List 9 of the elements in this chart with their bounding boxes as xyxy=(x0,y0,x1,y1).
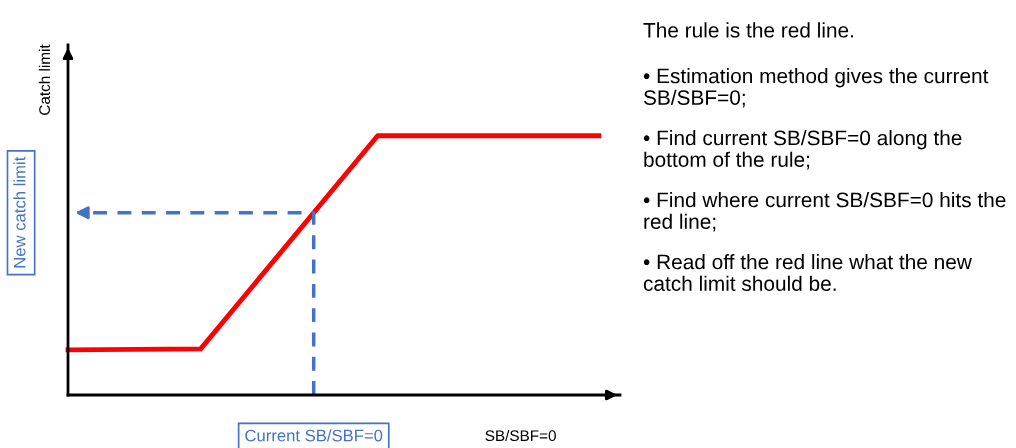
text: • Estimation method gives the current SB/SBF=0; xyxy=(643,68,989,108)
text: • Find current SB/SBF=0 along the bottom of the rule; xyxy=(643,130,962,170)
y-axis-title: Catch limit xyxy=(38,44,51,115)
text: • Read off the red line what the new catch limit should be. xyxy=(643,254,972,291)
text: The rule is the red line. xyxy=(643,22,854,38)
text: • Find where current SB/SBF=0 hits the red line; xyxy=(643,192,1006,232)
x-axis-title: SB/SBF=0 xyxy=(485,429,556,442)
text: Current SB/SBF=0 xyxy=(245,429,383,442)
text: New catch limit xyxy=(13,156,26,268)
